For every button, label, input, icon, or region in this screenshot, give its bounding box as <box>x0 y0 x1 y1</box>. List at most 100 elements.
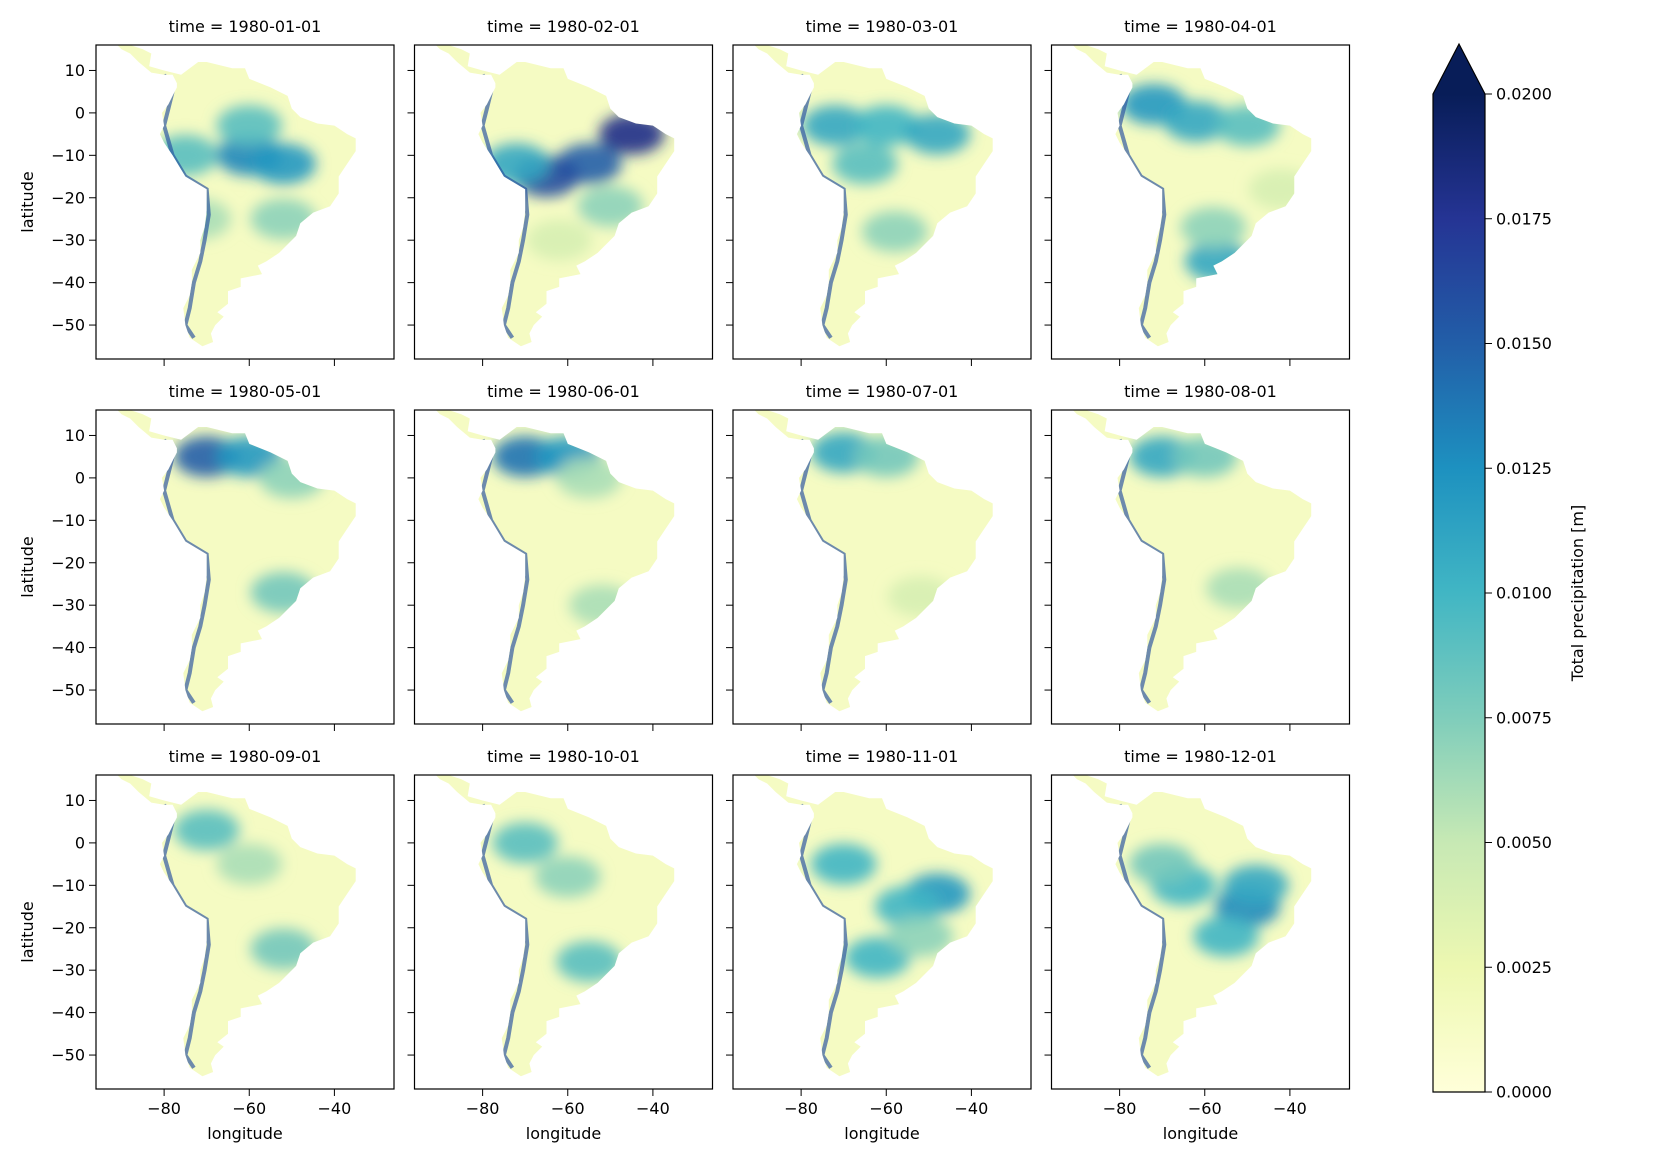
precip-hotspot <box>887 915 954 957</box>
andes-precip-band <box>799 73 848 339</box>
panel: time = 1980-05-01 10 0 −10 −20 −30 −40 −50 latit… <box>18 382 395 731</box>
colorbar-tick-label: 0.0025 <box>1496 958 1552 977</box>
andes-precip-band <box>480 438 530 704</box>
panel-title: time = 1980-12-01 <box>1124 747 1277 766</box>
precip-hotspot <box>216 843 283 885</box>
panel-title: time = 1980-06-01 <box>487 382 640 401</box>
x-axis-label: longitude <box>526 1124 601 1143</box>
colorbar-tick-label: 0.0050 <box>1496 833 1552 852</box>
precip-hotspot <box>492 822 558 864</box>
precip-hotspot <box>904 113 971 155</box>
y-tick-label: −20 <box>51 553 85 572</box>
y-axis-label: latitude <box>18 536 37 597</box>
x-tick-label: −60 <box>551 1099 585 1118</box>
panel-title: time = 1980-10-01 <box>487 747 640 766</box>
panel: time = 1980-09-01 −80 −60 −40 10 0 −10 −20 −30 −4… <box>18 747 395 1143</box>
x-axis-label: longitude <box>844 1124 919 1143</box>
y-tick-label: 0 <box>75 833 85 852</box>
colorbar-tick-label: 0.0175 <box>1496 209 1552 228</box>
precip-hotspot <box>534 856 601 898</box>
x-tick-label: −60 <box>869 1099 903 1118</box>
andes-precip-band <box>162 438 211 704</box>
plot-frame <box>732 44 1032 360</box>
panel-title: time = 1980-08-01 <box>1124 382 1277 401</box>
y-tick-label: −10 <box>51 876 85 895</box>
x-tick-label: −40 <box>1273 1099 1307 1118</box>
colorbar-tick-label: 0.0150 <box>1496 334 1552 353</box>
panel: time = 1980-02-01 <box>407 17 714 366</box>
colorbar-gradient <box>1433 94 1485 1092</box>
x-tick-label: −80 <box>1103 1099 1137 1118</box>
panel: time = 1980-06-01 <box>407 382 714 731</box>
precip-hotspot <box>810 843 877 885</box>
precip-hotspot <box>250 143 317 185</box>
precip-hotspot <box>853 105 920 147</box>
x-axis-label: longitude <box>1163 1124 1238 1143</box>
andes-precip-band <box>1117 803 1167 1069</box>
plot-frame <box>413 44 714 360</box>
y-tick-label: 10 <box>65 61 85 80</box>
x-tick-label: −80 <box>784 1099 818 1118</box>
x-tick-label: −80 <box>147 1099 181 1118</box>
panel-title: time = 1980-05-01 <box>169 382 322 401</box>
precip-hotspot <box>173 809 240 851</box>
precip-hotspot <box>577 185 644 227</box>
plot-frame <box>1050 409 1351 725</box>
precip-hotspot <box>1129 843 1195 885</box>
y-tick-label: 0 <box>75 468 85 487</box>
colorbar: 0.0000 0.0025 0.0050 0.0075 0.0100 0.0125 0.01… <box>1432 42 1587 1102</box>
x-tick-label: −80 <box>466 1099 500 1118</box>
precip-hotspot <box>556 941 622 983</box>
y-tick-label: −50 <box>51 681 85 700</box>
plot-frame <box>1050 774 1351 1090</box>
panel: time = 1980-04-01 <box>1044 17 1351 366</box>
colorbar-tick-label: 0.0075 <box>1496 708 1552 727</box>
precip-hotspot <box>1223 864 1289 906</box>
y-tick-label: 10 <box>65 426 85 445</box>
plot-frame <box>732 409 1032 725</box>
x-tick-label: −40 <box>955 1099 989 1118</box>
panel: time = 1980-01-01 10 0 −10 −20 −30 −40 −50 latit… <box>18 17 395 366</box>
panel-title: time = 1980-03-01 <box>806 17 959 36</box>
panel: time = 1980-08-01 <box>1044 382 1351 731</box>
y-tick-label: −40 <box>51 638 85 657</box>
panel-title: time = 1980-01-01 <box>169 17 322 36</box>
y-tick-label: 0 <box>75 103 85 122</box>
andes-precip-band <box>1117 73 1167 339</box>
precip-hotspot <box>832 143 898 185</box>
plot-frame <box>732 774 1032 1090</box>
andes-precip-band <box>799 803 848 1069</box>
precip-hotspot <box>1193 915 1259 957</box>
panel-title: time = 1980-07-01 <box>806 382 959 401</box>
y-tick-label: −50 <box>51 316 85 335</box>
plot-frame <box>413 774 714 1090</box>
y-axis-label: latitude <box>18 171 37 232</box>
panel-title: time = 1980-02-01 <box>487 17 640 36</box>
y-tick-label: −10 <box>51 511 85 530</box>
panel: time = 1980-07-01 <box>726 382 1032 731</box>
plot-frame <box>95 44 395 360</box>
precip-hotspot <box>1180 207 1247 248</box>
panel-title: time = 1980-09-01 <box>169 747 322 766</box>
precip-hotspot <box>556 457 622 499</box>
y-tick-label: −40 <box>51 273 85 292</box>
y-tick-label: −20 <box>51 918 85 937</box>
x-tick-label: −40 <box>636 1099 670 1118</box>
precip-hotspot <box>1163 100 1230 142</box>
y-tick-label: −10 <box>51 146 85 165</box>
plot-frame <box>413 409 714 725</box>
colorbar-tick-label: 0.0000 <box>1496 1083 1552 1102</box>
plot-frame <box>95 774 395 1090</box>
y-tick-label: −30 <box>51 596 85 615</box>
panel-title: time = 1980-04-01 <box>1124 17 1277 36</box>
x-tick-label: −60 <box>1188 1099 1222 1118</box>
y-tick-label: −20 <box>51 188 85 207</box>
andes-precip-band <box>162 803 211 1069</box>
precip-hotspot <box>526 219 593 261</box>
colorbar-tick-label: 0.0200 <box>1496 85 1552 104</box>
andes-precip-band <box>799 438 848 704</box>
andes-precip-band <box>480 803 530 1069</box>
y-tick-label: −30 <box>51 231 85 250</box>
andes-precip-band <box>1117 438 1167 704</box>
